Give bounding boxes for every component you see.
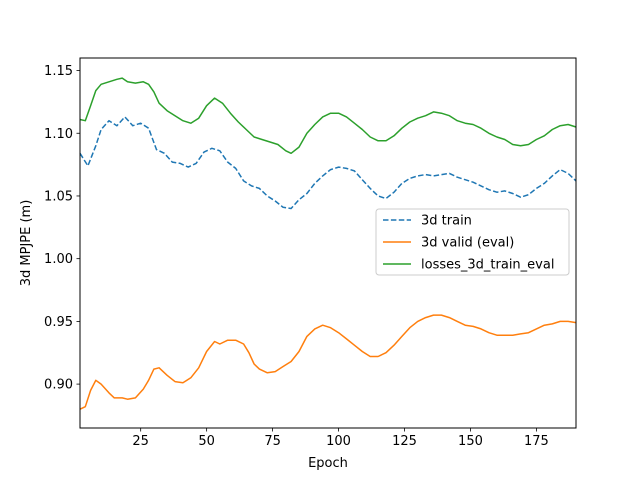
x-tick-label: 25 [132, 434, 149, 449]
legend-label-3d-train: 3d train [421, 214, 472, 229]
legend-label-losses-3d-train-eval: losses_3d_train_eval [421, 258, 554, 273]
y-tick-label: 0.90 [44, 378, 73, 393]
x-tick-label: 175 [524, 434, 549, 449]
x-axis-label: Epoch [308, 456, 348, 471]
y-tick-label: 1.05 [44, 189, 73, 204]
y-axis-label: 3d MPJPE (m) [19, 200, 34, 287]
y-tick-label: 1.00 [44, 252, 73, 267]
legend-label-3d-valid-eval: 3d valid (eval) [421, 236, 514, 251]
x-tick-label: 100 [326, 434, 351, 449]
y-tick-label: 1.10 [44, 127, 73, 142]
x-tick-label: 125 [392, 434, 417, 449]
legend: 3d train 3d valid (eval) losses_3d_train_e… [376, 209, 569, 275]
y-tick-label: 0.95 [44, 315, 73, 330]
x-tick-label: 75 [264, 434, 281, 449]
y-tick-label: 1.15 [44, 64, 73, 79]
x-tick-label: 50 [198, 434, 215, 449]
x-tick-label: 150 [458, 434, 483, 449]
